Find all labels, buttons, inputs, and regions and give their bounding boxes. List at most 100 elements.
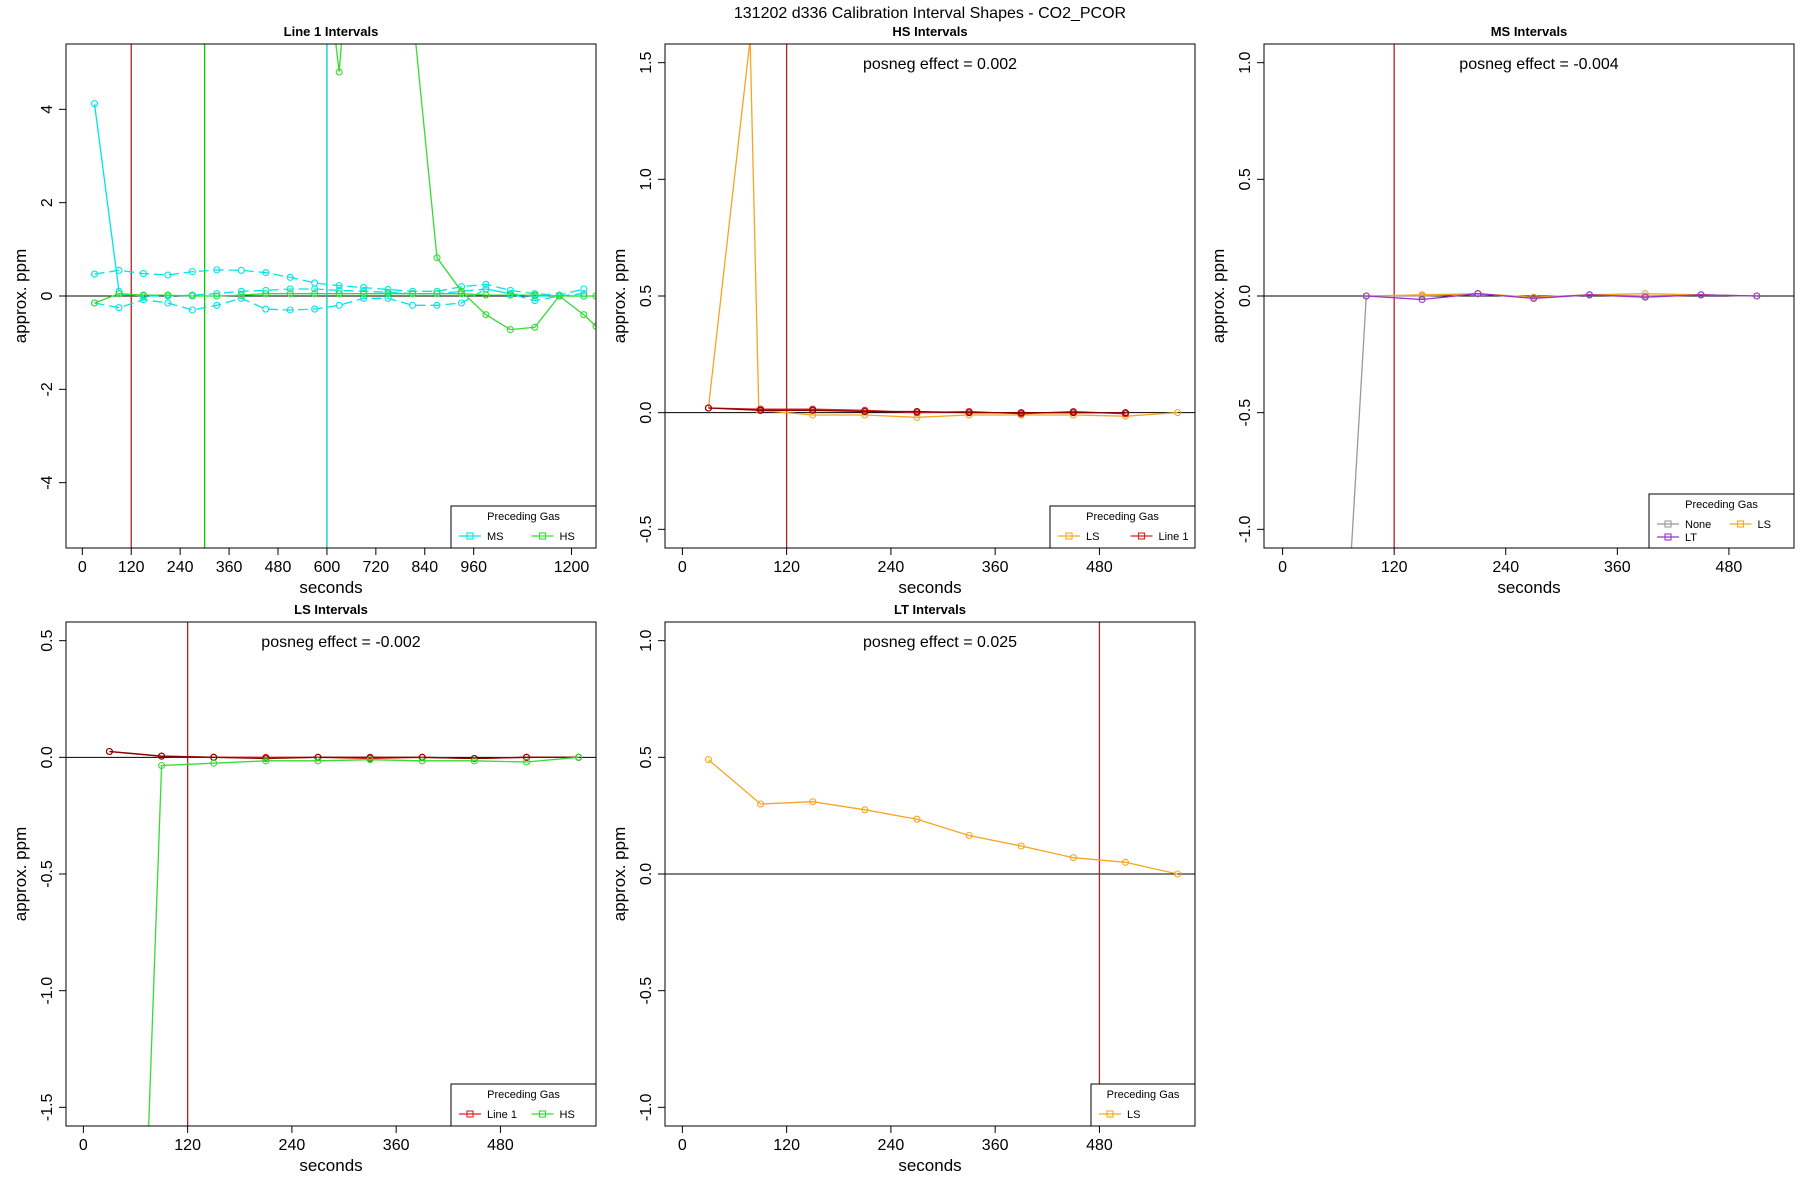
data-point [188,292,196,300]
data-point [531,291,539,299]
data-point [809,406,817,414]
data-point [1017,842,1025,850]
y-tick-label: 1.0 [638,168,655,190]
data-point [286,285,294,293]
data-point [482,280,490,288]
legend-entry-hs: HS [531,1109,575,1121]
data-point [506,291,514,299]
legend-swatch-marker [1664,533,1672,541]
x-axis-label: seconds [1497,578,1560,597]
y-tick-label: 4 [39,105,56,114]
data-point [1174,870,1182,878]
y-tick-label: 0.5 [39,629,56,651]
legend-box [450,1083,597,1127]
series-hs [335,44,596,334]
data-point [580,290,588,298]
legend-box [450,505,597,549]
data-point [861,806,869,814]
panel-title: Line 1 Intervals [284,24,379,39]
legend-title: Preceding Gas [487,511,560,523]
series-ms [115,285,588,300]
posneg-annotation: posneg effect = -0.004 [1459,56,1618,73]
data-point [158,752,166,760]
data-point [555,292,563,300]
data-point [861,407,869,416]
y-tick-label: -0.5 [39,860,56,888]
legend-label: HS [560,1109,575,1121]
data-point [115,290,123,298]
data-point [408,290,417,298]
series-ms [90,266,588,299]
series-line [93,103,120,292]
data-point [335,301,343,309]
panel-title: LS Intervals [294,602,368,617]
data-point [418,757,426,765]
y-tick-label: 1.0 [1237,51,1254,73]
data-point [1530,294,1538,302]
series-line-1 [105,747,583,763]
data-point [237,291,245,299]
data-point [311,305,319,313]
posneg-annotation: posneg effect = 0.002 [863,56,1017,73]
data-point [115,304,123,312]
y-tick-label: 1.0 [638,629,655,651]
data-point [164,299,172,307]
x-tick-label: 480 [487,1137,514,1154]
data-point [1121,409,1130,417]
y-axis-label: approx. ppm [11,827,30,922]
data-point [575,753,583,761]
y-axis-label: approx. ppm [610,249,629,344]
x-tick-label: 480 [1716,559,1743,576]
data-point [433,301,441,309]
data-point [704,756,712,764]
series-ls [704,44,1182,421]
legend: Preceding Gas LS [1090,1083,1196,1127]
legend-entry-ls: LS [1099,1109,1140,1121]
data-point [457,287,466,295]
data-point [384,290,392,298]
data-point [311,279,319,287]
x-tick-label: 600 [314,559,341,576]
legend: Preceding Gas Line 1 HS [450,1083,597,1127]
x-tick-label: 120 [773,559,800,576]
data-point [139,291,148,299]
data-point [757,800,765,808]
x-tick-label: 240 [167,559,194,576]
data-point [408,301,417,309]
series-line [94,269,584,296]
x-tick-label: 1200 [554,559,590,576]
data-point [580,311,588,319]
y-axis: -4 -2 0 2 4 [39,105,66,490]
x-axis-label: seconds [898,578,961,597]
data-point [360,294,368,302]
chart-panel-5: LT Intervals posneg effect = 0.025 0 120 240… [610,602,1196,1175]
y-tick-label: -1.5 [39,1093,56,1121]
legend-label: Line 1 [1159,531,1189,543]
y-tick-label: -1.0 [39,977,56,1005]
x-tick-label: 0 [78,559,87,576]
data-point [139,270,148,278]
posneg-annotation: posneg effect = 0.025 [863,634,1017,651]
panel-title: LT Intervals [894,602,966,617]
legend-swatch-marker [1106,1110,1114,1118]
series-ms [90,100,123,295]
legend-swatch-marker [1664,520,1672,528]
data-point [188,306,196,314]
series-line [109,750,579,760]
x-axis: 0 120 240 360 480 [79,1126,514,1154]
series-hs [148,753,583,1126]
data-point [965,409,973,417]
legend-entry-hs: HS [531,531,575,543]
data-point [158,761,166,770]
data-point [522,753,531,761]
x-axis-label: seconds [299,1156,362,1175]
data-point [286,306,294,314]
y-tick-label: -0.5 [638,977,655,1005]
legend-entry-ls: LS [1729,519,1771,531]
plot-frame [65,621,597,1127]
data-point [433,290,441,298]
legend-swatch-marker [466,1110,474,1118]
data-point [1362,292,1370,300]
data-point [1697,291,1705,299]
x-tick-label: 480 [1086,1137,1113,1154]
